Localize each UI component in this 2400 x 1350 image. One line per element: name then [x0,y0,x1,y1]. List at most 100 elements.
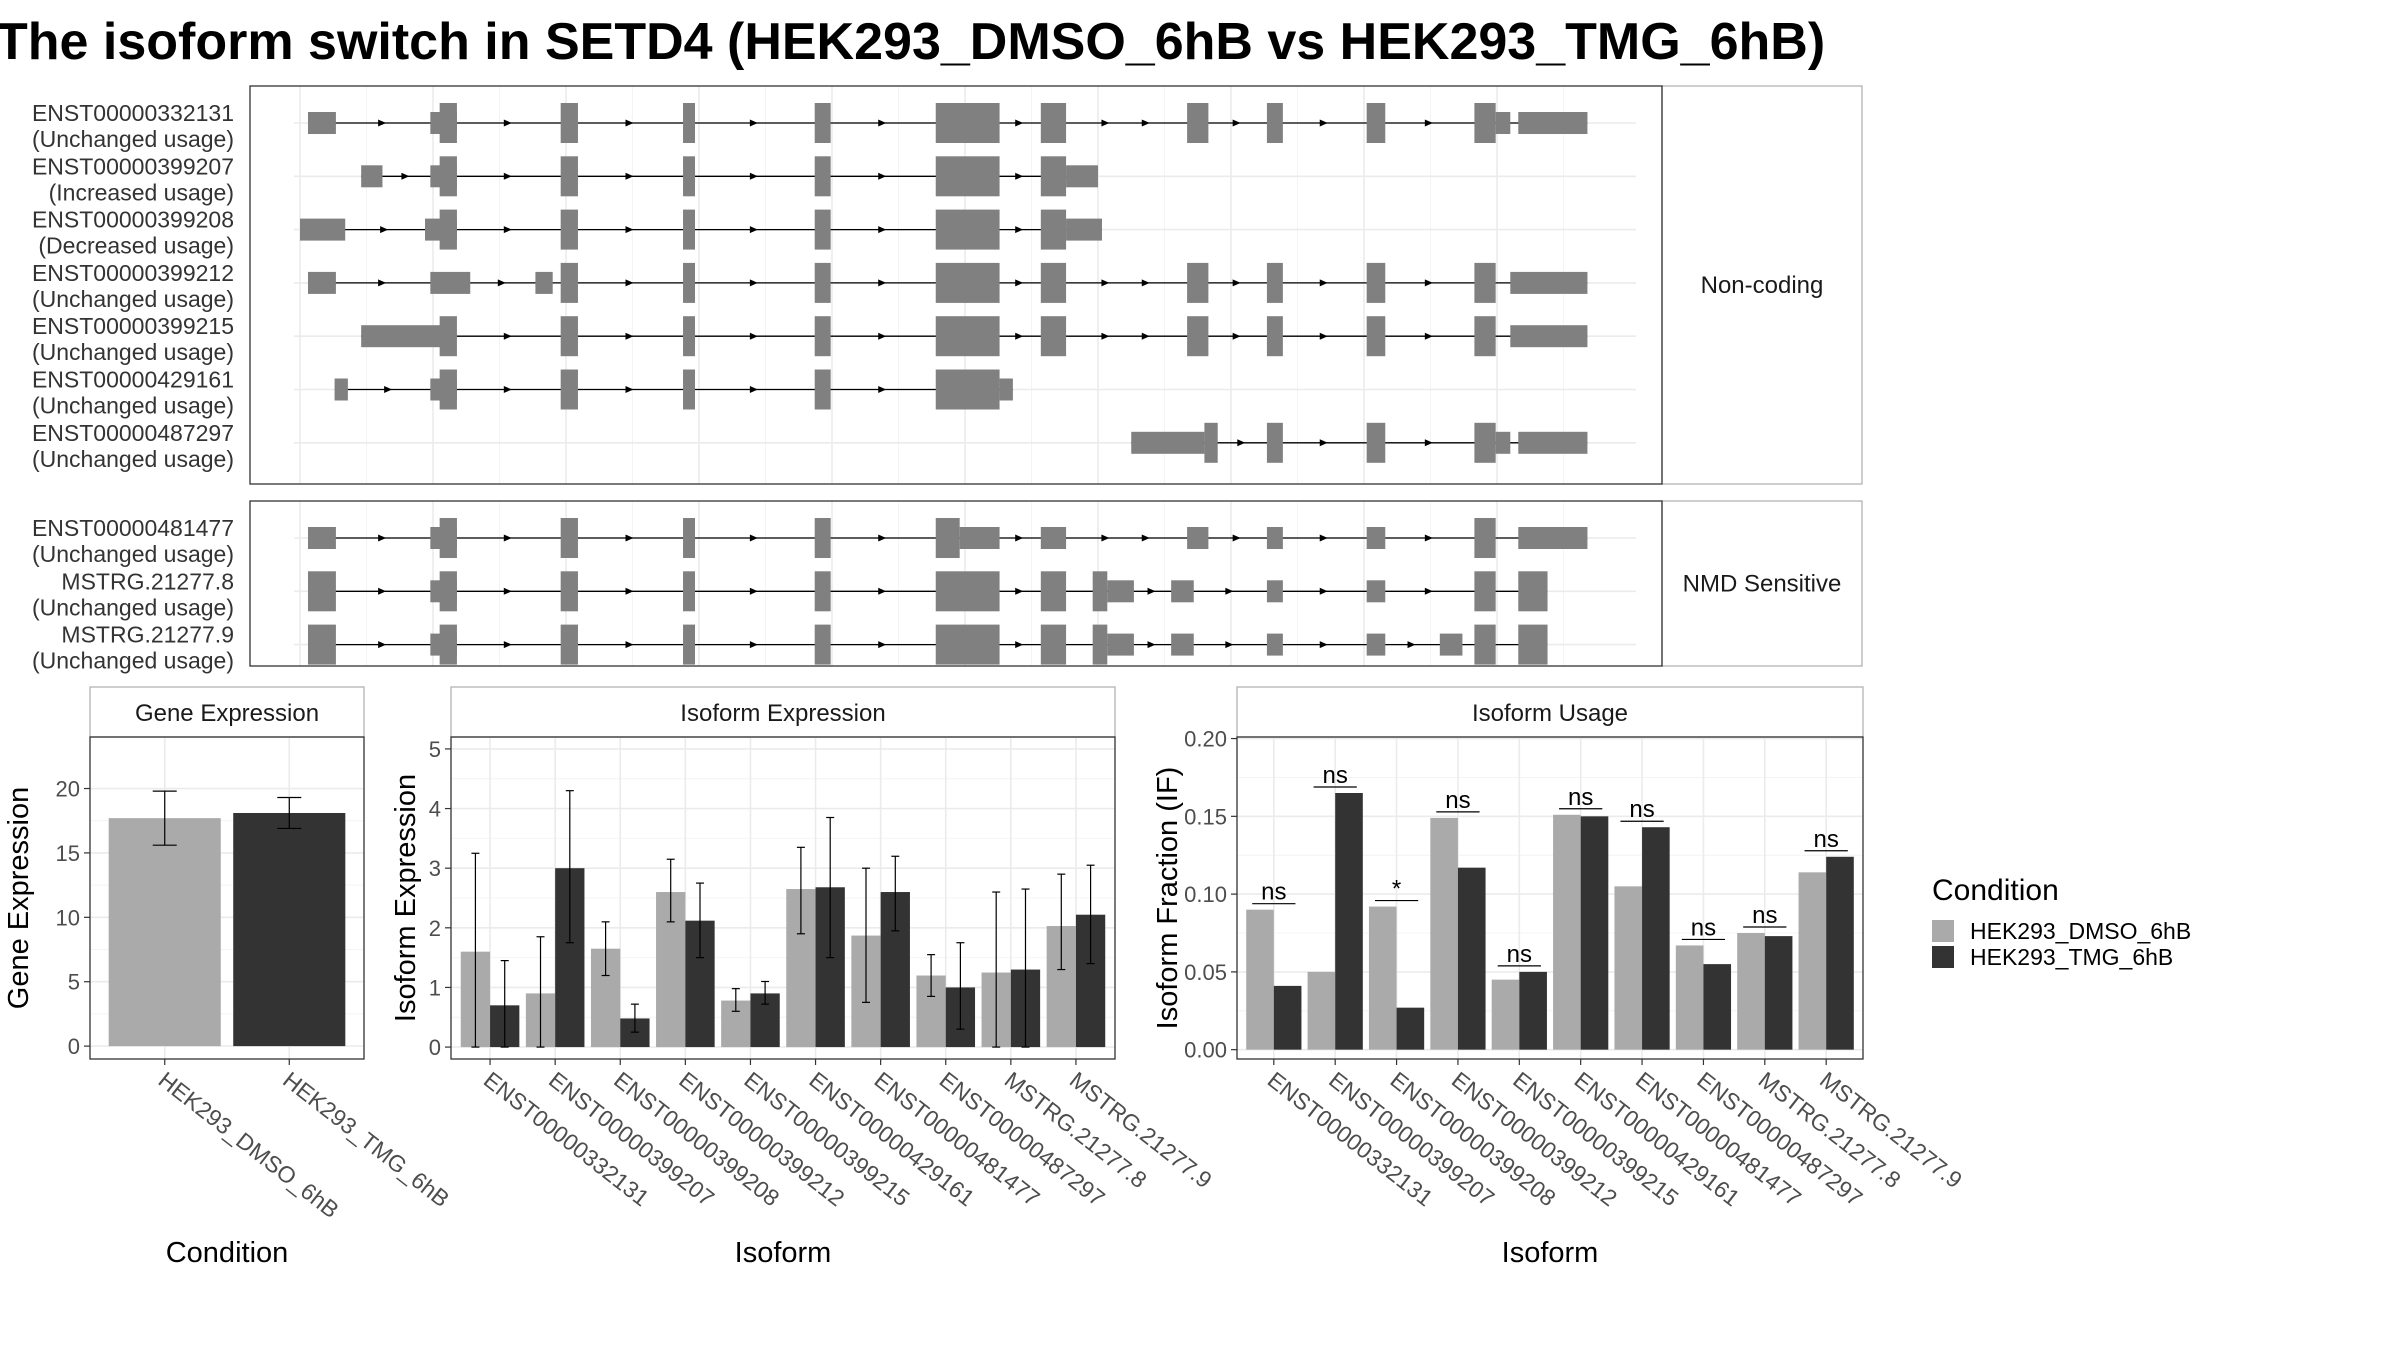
exon [1366,422,1386,463]
panel-strip-title: Gene Expression [135,700,319,727]
facet-strip [1661,500,1863,667]
exon [814,316,831,357]
intron-arrow [878,386,887,393]
figure-title: The isoform switch in SETD4 (HEK293_DMSO… [0,13,1826,71]
transcript-id-label: MSTRG.21277.9 [61,622,234,648]
exon [683,103,696,143]
y-axis-title: Isoform Fraction (IF) [1152,767,1184,1030]
bar [1764,936,1793,1050]
transcript-id-label: ENST00000487297 [32,420,234,446]
legend-item-label: HEK293_TMG_6hB [1970,944,2173,970]
exon [1266,422,1283,463]
intron-arrow [1424,439,1433,447]
exon [814,369,831,410]
bar [1798,872,1827,1050]
exon [307,571,336,612]
significance-label: ns [1813,826,1838,853]
exon [683,518,696,558]
significance-label: ns [1323,762,1348,789]
bar [1307,971,1336,1050]
bar [1396,1007,1425,1050]
exon [1518,112,1588,134]
intron-arrow [378,641,387,649]
intron-arrow [1015,226,1024,234]
intron-arrow [1407,641,1416,649]
intron-arrow [1319,534,1328,542]
exon [1187,316,1209,357]
transcript-id-label: ENST00000399215 [32,313,234,339]
exon [1366,633,1386,656]
intron-arrow [503,226,512,234]
y-tick-label: 1 [429,975,441,1000]
bar [1580,816,1609,1050]
bar [1553,814,1581,1050]
significance-label: ns [1507,941,1532,968]
exon [439,518,457,558]
exon [814,156,831,197]
exon [1510,325,1588,348]
exon [1107,580,1134,603]
transcript-id-label: ENST00000429161 [32,367,234,393]
exon [560,209,578,250]
intron-arrow [1141,279,1150,287]
intron-arrow [1141,119,1150,127]
exon [334,378,348,401]
bar [1703,964,1732,1050]
exon [1366,527,1386,549]
exon [683,369,696,410]
exon [1131,431,1205,454]
intron-arrow [625,332,634,340]
panel-strip-title: Isoform Expression [680,700,885,727]
exon [683,571,696,612]
bar [1642,827,1670,1050]
intron-arrow [1015,641,1024,649]
exon [1474,624,1496,665]
y-tick-label: 2 [429,916,441,941]
intron-arrow [749,641,758,649]
exon [1495,431,1511,454]
exon [439,209,457,250]
exon [1040,527,1067,549]
intron-arrow [1015,279,1024,287]
intron-arrow [1015,119,1024,127]
intron-arrow [625,172,634,180]
bar [1519,971,1547,1050]
intron-arrow [625,386,634,393]
exon [361,325,447,348]
exon [560,156,578,197]
structure-panel-frame [249,85,1663,485]
intron-arrow [878,534,887,542]
transcript-id-label: ENST00000399207 [32,153,234,179]
transcript-id-label: ENST00000399212 [32,260,234,286]
intron-arrow [1424,119,1433,127]
intron-arrow [401,172,410,180]
transcript-usage-label: (Unchanged usage) [32,594,234,620]
intron-arrow [625,534,634,542]
x-axis-title: Condition [166,1237,289,1269]
intron-arrow [1101,119,1110,127]
exon [1266,633,1283,656]
exon [1171,580,1194,603]
intron-arrow [503,119,512,127]
bar [108,818,221,1047]
exon [1266,580,1283,603]
panel-strip [450,686,1116,738]
exon [1187,262,1209,303]
exon [1171,633,1194,656]
intron-arrow [503,587,512,595]
facet-strip-label: NMD Sensitive [1683,571,1842,598]
intron-arrow [1319,119,1328,127]
intron-arrow [749,279,758,287]
y-tick-label: 0 [429,1035,441,1060]
significance-label: ns [1261,879,1286,906]
exon [1187,103,1209,143]
structure-panel-frame [249,500,1663,667]
intron-arrow [378,534,387,542]
y-tick-label: 0.15 [1184,804,1227,829]
intron-arrow [1147,587,1156,595]
transcript-usage-label: (Unchanged usage) [32,393,234,419]
exon [814,103,831,143]
intron-arrow [1225,641,1234,649]
exon [1066,218,1102,241]
